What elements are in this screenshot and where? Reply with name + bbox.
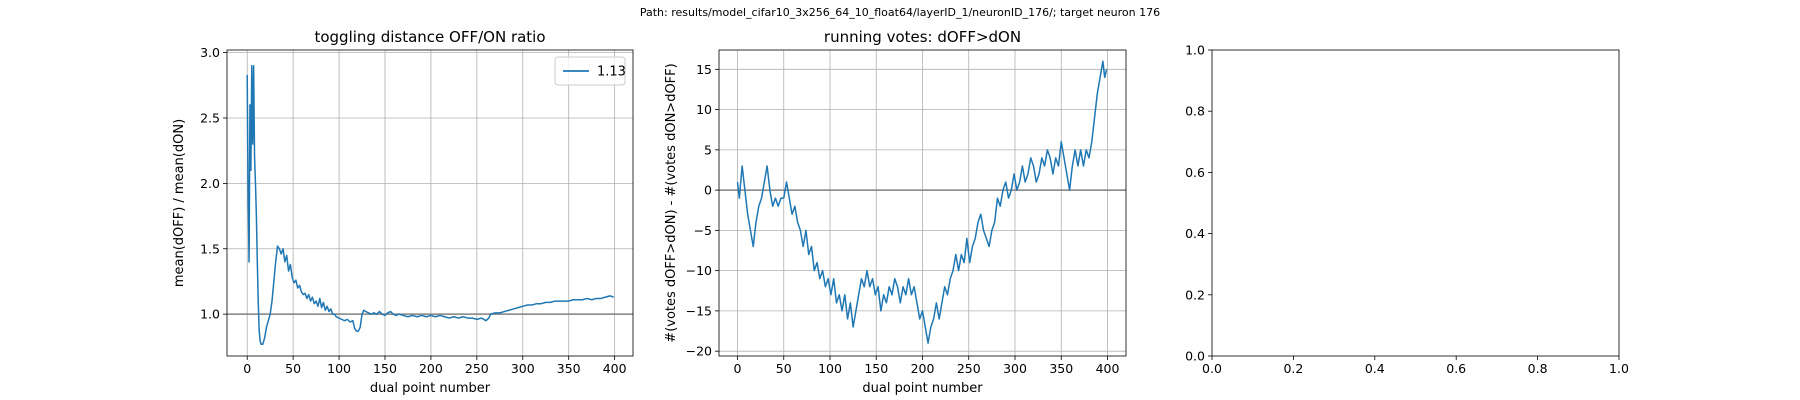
y-tick-label: 0	[704, 183, 712, 198]
y-tick-label: 0.4	[1185, 226, 1205, 241]
y-axis-label: mean(dOFF) / mean(dON)	[172, 119, 187, 287]
x-tick-label: 200	[911, 361, 935, 376]
x-tick-label: 0	[734, 361, 742, 376]
y-tick-label: 0.2	[1185, 287, 1205, 302]
x-tick-label: 1.0	[1609, 361, 1629, 376]
x-tick-label: 0.0	[1202, 361, 1222, 376]
x-tick-label: 0.2	[1283, 361, 1303, 376]
x-axis-label: dual point number	[862, 381, 983, 396]
chart-panel-1: 0 50 100 150 200 250 300 350 400 1.0 1.5 2.0 2.5 3.0 t…	[172, 28, 634, 396]
y-tick-label: 0.8	[1185, 104, 1205, 119]
x-tick-label: 350	[1049, 361, 1073, 376]
x-tick-label: 0	[243, 361, 251, 376]
legend-entry: 1.13	[597, 65, 626, 80]
x-tick-label: 0.6	[1446, 361, 1466, 376]
y-tick-label: 1.0	[1185, 43, 1205, 58]
chart-title: running votes: dOFF>dON	[824, 28, 1021, 46]
y-tick-label: 2.5	[200, 111, 220, 126]
y-tick-label: 2.0	[200, 176, 220, 191]
x-tick-label: 300	[1003, 361, 1027, 376]
x-tick-label: 150	[373, 361, 397, 376]
x-tick-label: 400	[603, 361, 627, 376]
y-tick-label: −20	[686, 344, 712, 359]
y-tick-label: −15	[686, 303, 712, 318]
y-tick-label: 1.0	[200, 307, 220, 322]
x-tick-label: 300	[511, 361, 535, 376]
y-tick-label: 0.0	[1185, 349, 1205, 364]
y-tick-label: 0.6	[1185, 165, 1205, 180]
x-tick-label: 250	[957, 361, 981, 376]
y-tick-label: 3.0	[200, 45, 220, 60]
series-line	[246, 64, 614, 345]
y-tick-label: −5	[694, 223, 712, 238]
chart-panel-2: 0 50 100 150 200 250 300 350 400 −20 −15 −10 −5 0 5 10 1…	[664, 28, 1127, 396]
legend-box	[554, 56, 626, 86]
y-tick-label: 15	[696, 62, 712, 77]
figure-suptitle: Path: results/model_cifar10_3x256_64_10_…	[640, 6, 1160, 19]
x-tick-label: 50	[285, 361, 301, 376]
x-tick-label: 150	[864, 361, 888, 376]
y-tick-label: −10	[686, 263, 712, 278]
x-tick-label: 350	[557, 361, 581, 376]
x-tick-label: 100	[818, 361, 842, 376]
x-tick-label: 400	[1096, 361, 1120, 376]
axes-frame	[226, 49, 634, 357]
y-axis-label: #(votes dOFF>dON) - #(votes dON>dOFF)	[664, 63, 679, 342]
subplots: 0 50 100 150 200 250 300 350 4001.01.52.02.53.0t…	[172, 28, 1629, 396]
x-tick-label: 200	[419, 361, 443, 376]
x-axis-label: dual point number	[370, 381, 491, 396]
legend: 1.13	[554, 56, 626, 86]
chart-panel-3: 0.0 0.2 0.4 0.6 0.8 1.0 0.0 0.2 0.4 0.6 0.8 1.0	[1185, 43, 1629, 377]
y-tick-label: 10	[696, 102, 712, 117]
chart-title: toggling distance OFF/ON ratio	[314, 28, 545, 46]
x-tick-label: 50	[776, 361, 792, 376]
axes-frame	[1211, 49, 1620, 357]
x-tick-label: 0.4	[1365, 361, 1385, 376]
x-tick-label: 0.8	[1528, 361, 1548, 376]
x-tick-label: 250	[465, 361, 489, 376]
series-line	[736, 60, 1108, 344]
x-tick-label: 100	[327, 361, 351, 376]
y-tick-label: 1.5	[200, 241, 220, 256]
y-tick-label: 5	[704, 142, 712, 157]
